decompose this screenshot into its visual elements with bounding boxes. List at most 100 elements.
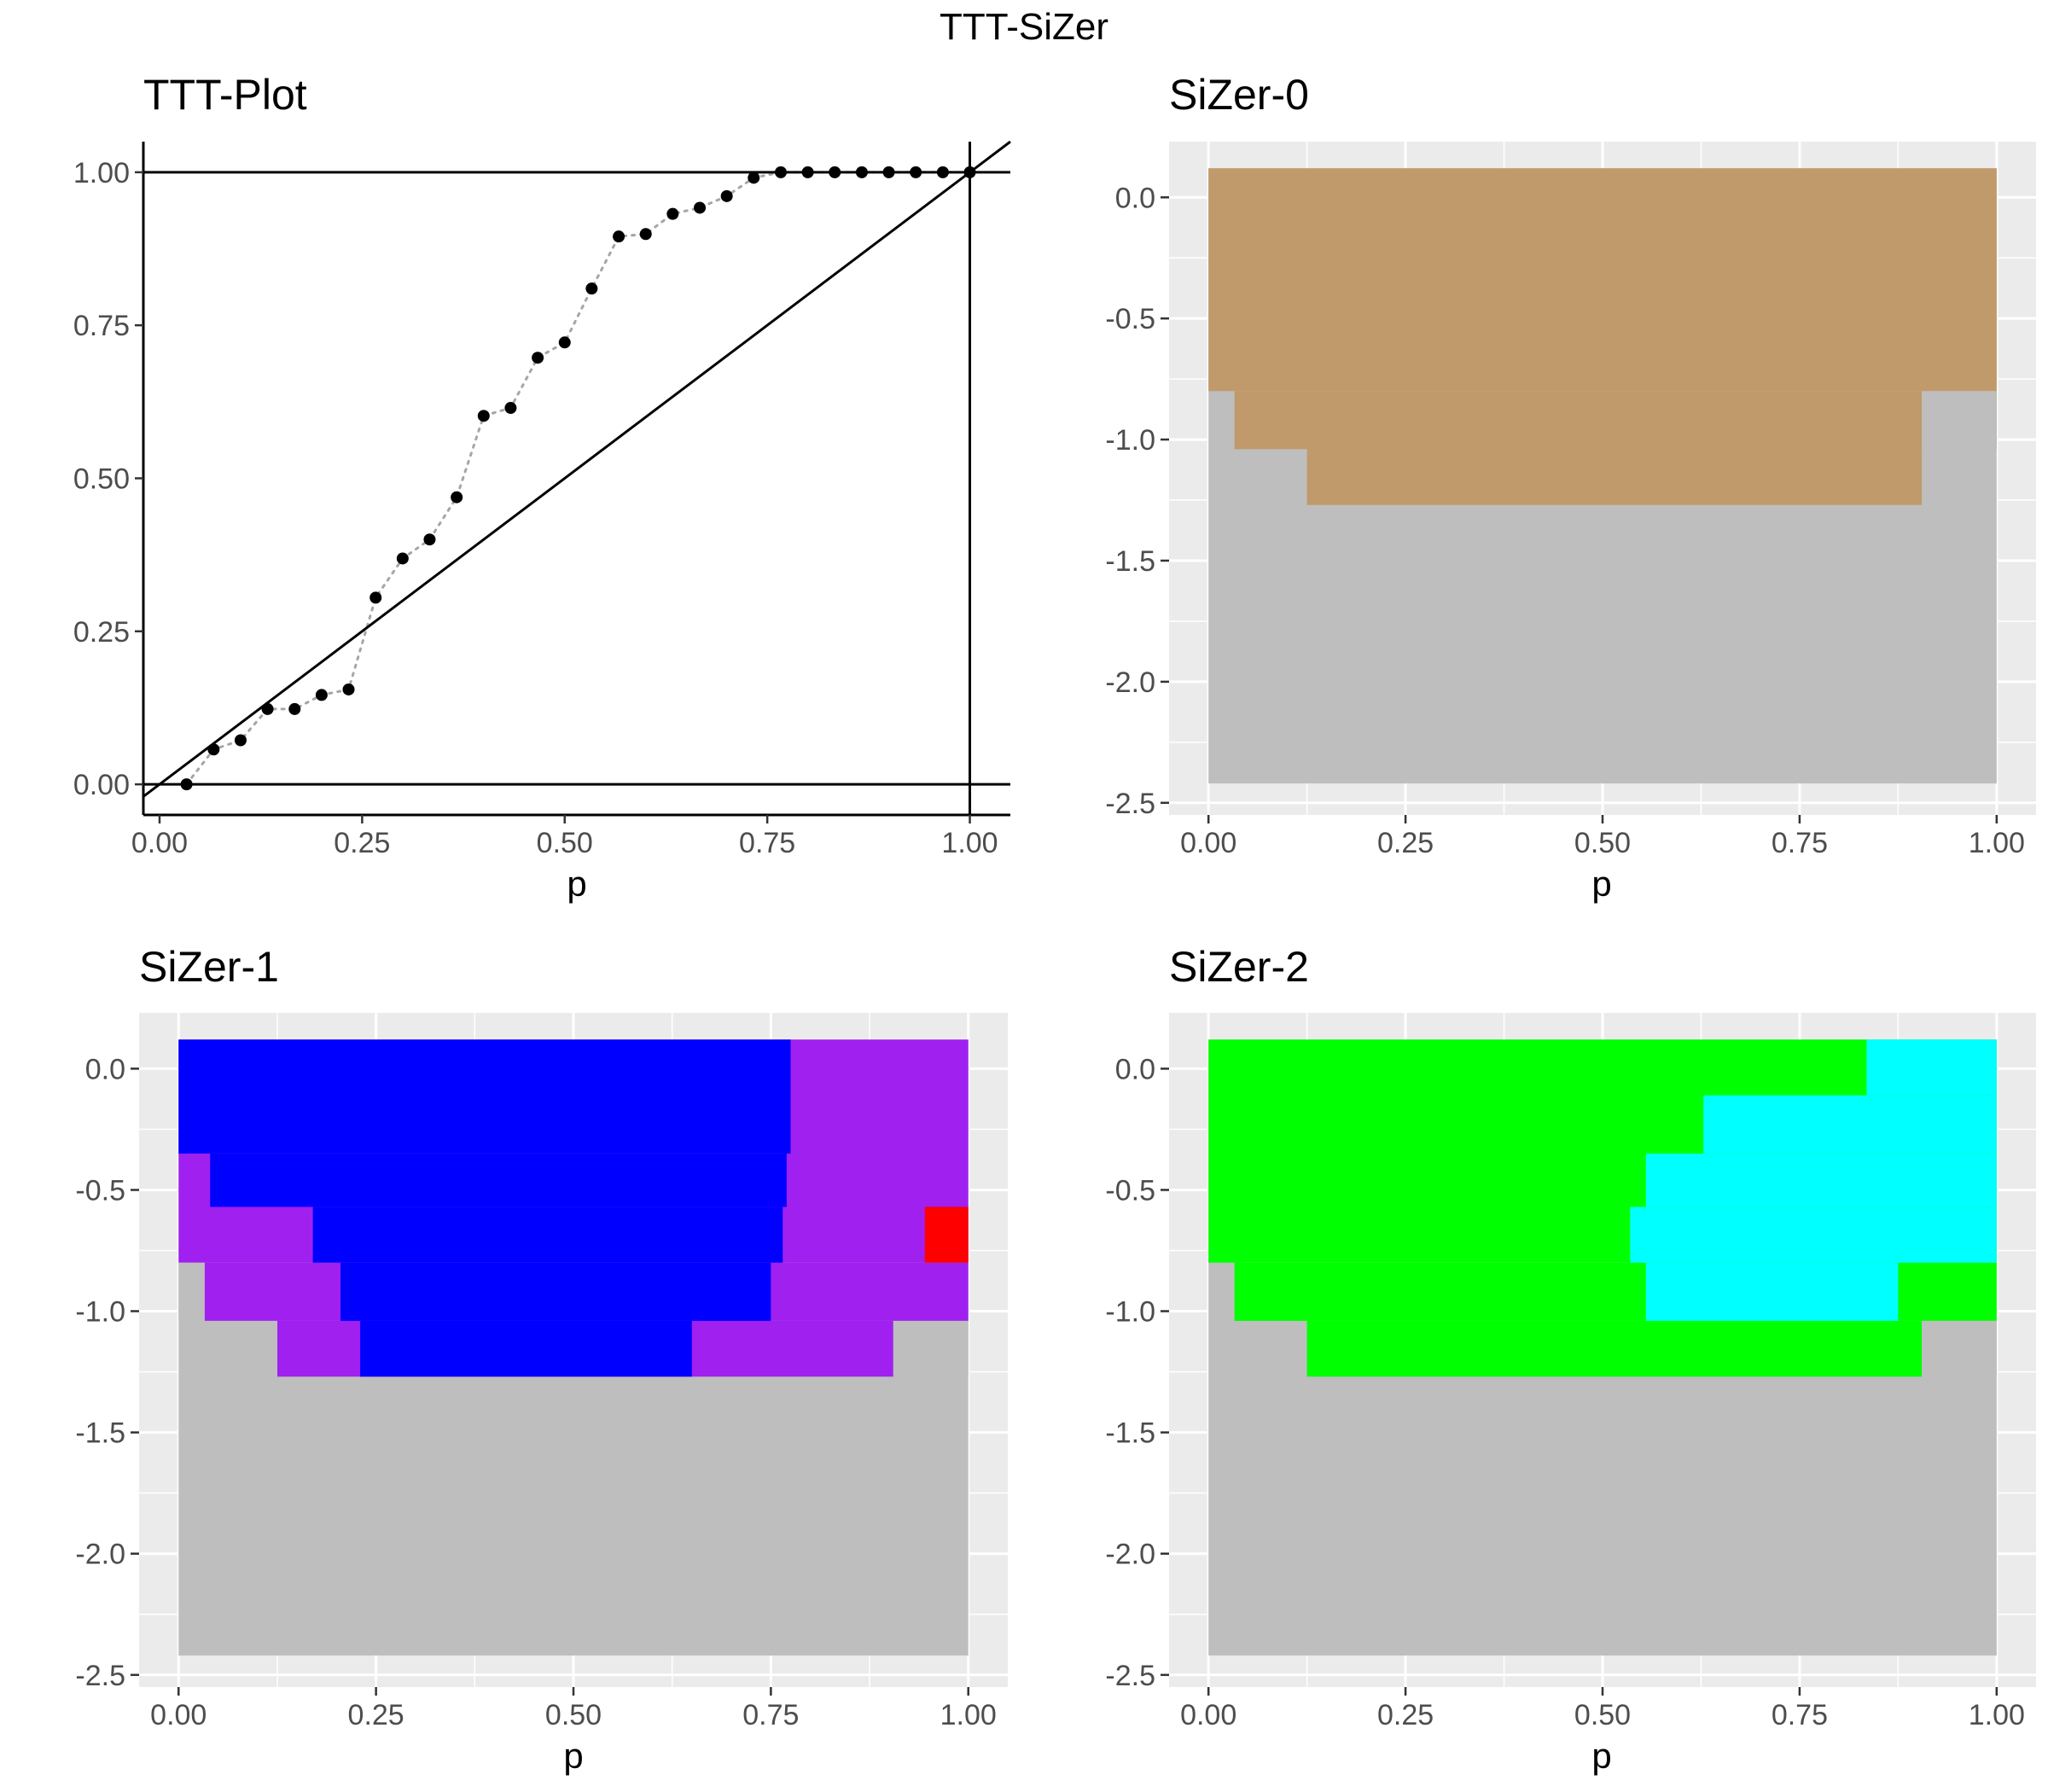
- data-point: [666, 207, 679, 220]
- y-tick-label: -2.0: [75, 1539, 125, 1571]
- sizer-region-grey: [893, 1320, 969, 1377]
- panel-title: TTT-Plot: [143, 71, 307, 119]
- data-point: [694, 201, 707, 214]
- y-tick-label: 0.0: [1115, 1053, 1155, 1085]
- sizer-region-grey: [1922, 391, 1997, 450]
- panel-sizer-1: SiZer-1 p 0.00 0.25 0.50 0.75 1.00 0.0 -0.5 -1.…: [75, 943, 1008, 1776]
- sizer-region-tan: [1208, 168, 1997, 392]
- reference-diagonal: [143, 140, 1011, 798]
- plot-area: [139, 1013, 1008, 1687]
- plot-area: [142, 140, 1011, 817]
- x-tick-label: 1.00: [940, 1699, 997, 1731]
- data-point: [396, 552, 409, 565]
- data-point: [801, 166, 814, 178]
- x-tick-label: 0.75: [1772, 1699, 1828, 1731]
- sizer-region-tan: [1234, 391, 1997, 450]
- y-tick-label: -2.5: [1105, 788, 1155, 820]
- y-tick-label: -1.0: [75, 1296, 125, 1329]
- y-tick-label: -1.0: [1105, 424, 1155, 457]
- sizer-region-grey: [1922, 1320, 1997, 1377]
- sizer-region-blue: [312, 1207, 783, 1263]
- plot-area: [1169, 1013, 2036, 1687]
- y-tick-label: -2.5: [75, 1660, 125, 1692]
- data-point: [613, 230, 625, 243]
- x-tick-label: 0.00: [150, 1699, 207, 1731]
- y-tick-label: -2.0: [1105, 1539, 1155, 1571]
- y-tick-label: -2.5: [1105, 1660, 1155, 1692]
- data-point: [910, 166, 922, 178]
- y-tick-label: 0.0: [85, 1053, 125, 1085]
- sizer-region-red: [924, 1207, 969, 1263]
- data-point: [720, 189, 733, 202]
- x-tick-label: 0.50: [537, 827, 593, 859]
- x-axis-label: p: [563, 1736, 583, 1776]
- y-tick-label: -0.5: [75, 1174, 125, 1207]
- data-point: [532, 352, 544, 364]
- sizer-region-tan: [1306, 449, 1923, 505]
- data-point: [936, 166, 949, 178]
- sizer-region-blue: [210, 1153, 787, 1207]
- x-axis-label: p: [1591, 1736, 1611, 1776]
- data-point: [639, 228, 652, 241]
- y-tick-label: -0.5: [1105, 303, 1155, 335]
- data-point: [774, 166, 787, 178]
- y-tick-label: 0.0: [1115, 182, 1155, 214]
- sizer-region-green: [1306, 1320, 1923, 1377]
- y-tick-label: -1.5: [75, 1417, 125, 1450]
- panel-background: [143, 142, 1010, 815]
- plot-area: [1169, 142, 2036, 815]
- panel-sizer-0: SiZer-0 p 0.00 0.25 0.50 0.75 1.00 0.0 -0.5 -1.…: [1105, 71, 2036, 904]
- x-tick-label: 0.50: [545, 1699, 602, 1731]
- y-tick-label: 0.50: [73, 463, 130, 496]
- x-tick-label: 0.25: [1377, 1699, 1434, 1731]
- data-point: [234, 734, 247, 747]
- data-point: [558, 336, 571, 349]
- sizer-region-grey: [204, 1320, 277, 1377]
- x-tick-label: 0.25: [348, 1699, 404, 1731]
- y-tick-label: -0.5: [1105, 1174, 1155, 1207]
- figure-title: TTT-SiZer: [940, 6, 1108, 48]
- sizer-region-blue: [340, 1262, 771, 1321]
- panel-title: SiZer-0: [1169, 71, 1309, 119]
- y-tick-label: -1.0: [1105, 1296, 1155, 1329]
- data-point: [477, 410, 490, 422]
- x-tick-label: 0.50: [1574, 827, 1631, 859]
- sizer-region-cyan: [1866, 1039, 1997, 1096]
- data-point: [855, 166, 868, 178]
- data-point: [748, 172, 760, 184]
- data-point: [342, 683, 355, 695]
- sizer-region-grey: [178, 1262, 205, 1321]
- sizer-region-cyan: [1645, 1262, 1899, 1321]
- data-point: [504, 402, 517, 415]
- data-point: [207, 743, 220, 756]
- data-point: [829, 166, 841, 178]
- x-tick-label: 1.00: [941, 827, 998, 859]
- x-tick-label: 0.75: [1772, 827, 1828, 859]
- data-point: [315, 689, 328, 701]
- y-tick-label: 1.00: [73, 157, 130, 189]
- x-tick-label: 0.25: [334, 827, 390, 859]
- y-tick-label: -1.5: [1105, 1417, 1155, 1450]
- x-tick-label: 0.25: [1377, 827, 1434, 859]
- data-point: [180, 778, 193, 791]
- y-tick-label: -1.5: [1105, 545, 1155, 578]
- y-tick-label: 0.25: [73, 616, 130, 649]
- x-tick-label: 0.00: [1180, 1699, 1236, 1731]
- data-point: [882, 166, 895, 178]
- x-tick-label: 1.00: [1969, 827, 2025, 859]
- data-point: [963, 166, 976, 178]
- y-tick-label: 0.00: [73, 769, 130, 801]
- sizer-region-cyan: [1645, 1153, 1997, 1207]
- sizer-region-blue: [360, 1320, 692, 1377]
- data-point: [451, 491, 463, 503]
- x-tick-label: 1.00: [1969, 1699, 2025, 1731]
- y-tick-label: 0.75: [73, 310, 130, 342]
- data-point: [423, 533, 436, 546]
- x-axis-label: p: [1591, 864, 1611, 904]
- x-tick-label: 0.00: [131, 827, 188, 859]
- x-tick-label: 0.00: [1180, 827, 1236, 859]
- panel-title: SiZer-2: [1169, 943, 1309, 991]
- panel-sizer-2: SiZer-2 p 0.00 0.25 0.50 0.75 1.00 0.0 -0.5 -1.…: [1105, 943, 2036, 1776]
- x-axis-label: p: [567, 864, 586, 904]
- panel-ttt-plot: TTT-Plot p 0.00 0.25 0.50 0.75 1.00 0.00 0.25 0…: [73, 71, 1011, 904]
